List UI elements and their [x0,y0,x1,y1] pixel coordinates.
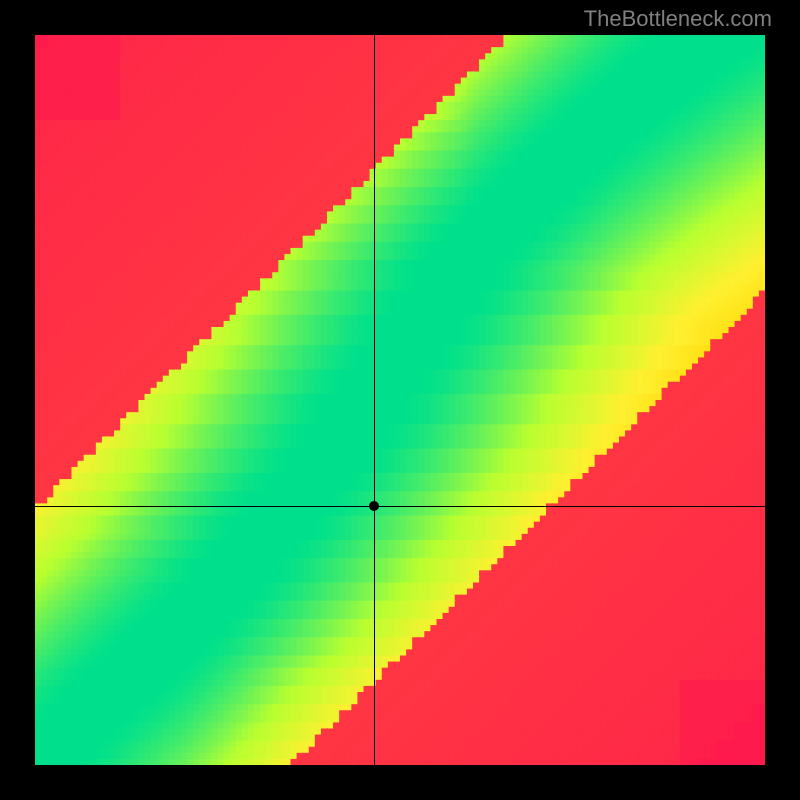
watermark-text: TheBottleneck.com [584,6,772,32]
heatmap-chart [35,35,765,765]
crosshair-horizontal [35,506,765,507]
crosshair-vertical [374,35,375,765]
heatmap-canvas [35,35,765,765]
marker-dot [369,501,379,511]
